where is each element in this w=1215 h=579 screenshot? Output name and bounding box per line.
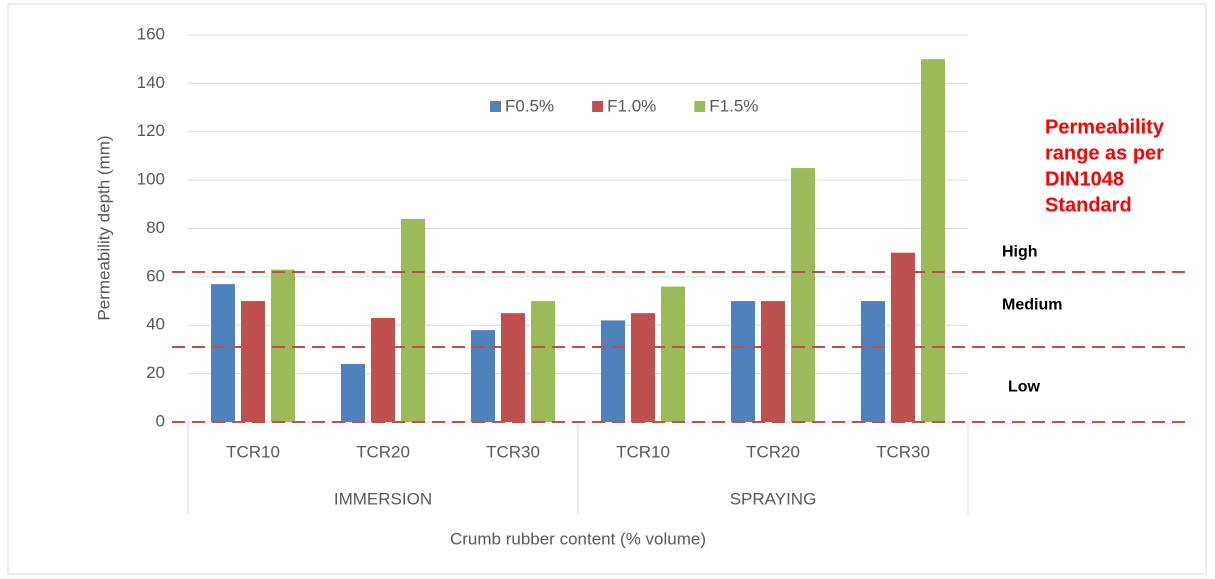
y-axis-label: Permeability depth (mm) [94, 135, 113, 320]
legend-label: F0.5% [505, 96, 554, 115]
bar [891, 252, 915, 422]
bar [761, 301, 785, 422]
bar [631, 313, 655, 422]
bar [241, 301, 265, 422]
y-tick-label: 120 [137, 121, 165, 140]
legend-label: F1.5% [709, 96, 758, 115]
x-tick-label: TCR30 [486, 442, 540, 461]
bar [401, 218, 425, 422]
y-tick-label: 140 [137, 73, 165, 92]
legend-swatch [592, 101, 604, 112]
annotation: DIN1048 [1045, 168, 1124, 190]
bar [601, 320, 625, 422]
annotation: Permeability [1045, 116, 1165, 138]
legend-swatch [490, 101, 501, 112]
y-tick-label: 20 [146, 363, 165, 382]
bar [271, 269, 295, 422]
x-tick-label: TCR10 [226, 442, 280, 461]
bar [501, 313, 525, 422]
y-tick-label: 100 [137, 170, 165, 189]
x-tick-label: TCR30 [876, 442, 930, 461]
x-tick-label: TCR10 [616, 442, 670, 461]
zone-label: High [1002, 243, 1038, 260]
bar [791, 168, 815, 422]
chart-border [7, 3, 1207, 575]
bar [471, 330, 495, 422]
legend-swatch [694, 101, 706, 112]
x-tick-label: TCR20 [356, 442, 410, 461]
bar [531, 301, 555, 422]
bar [861, 301, 885, 422]
zone-label: Low [1008, 379, 1041, 396]
group-label: IMMERSION [334, 489, 432, 508]
y-tick-label: 40 [146, 315, 165, 334]
annotation: Standard [1045, 194, 1132, 216]
y-tick-label: 60 [146, 266, 165, 285]
zone-label: Medium [1002, 297, 1062, 314]
y-tick-label: 0 [156, 411, 165, 430]
bar [731, 301, 755, 422]
bar [661, 286, 685, 422]
x-tick-label: TCR20 [746, 442, 800, 461]
bar [341, 363, 365, 422]
legend-label: F1.0% [607, 96, 656, 115]
bar [211, 284, 235, 422]
y-tick-label: 160 [137, 24, 165, 43]
bar [371, 317, 395, 422]
group-label: SPRAYING [730, 489, 817, 508]
annotation: range as per [1045, 142, 1164, 164]
x-axis-label: Crumb rubber content (% volume) [450, 529, 706, 548]
y-tick-label: 80 [146, 218, 165, 237]
bar [921, 59, 945, 422]
